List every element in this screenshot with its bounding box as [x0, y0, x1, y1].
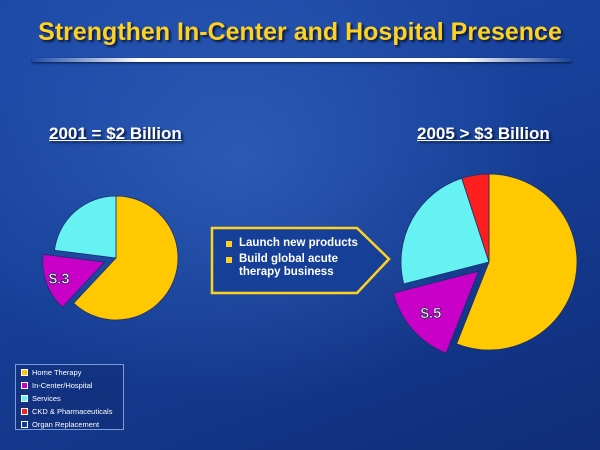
- legend-item-services: Services: [16, 392, 123, 404]
- pie-chart-2005: $.5: [392, 173, 578, 354]
- legend-swatch: [21, 368, 28, 376]
- pie-chart-2001: $.3: [42, 195, 179, 321]
- legend-item-in-center-hospital: In-Center/Hospital: [16, 379, 123, 391]
- legend-label: In-Center/Hospital: [32, 380, 93, 390]
- bullet-square-icon: [226, 257, 232, 263]
- pie-slice-home-therapy: [72, 195, 179, 321]
- slice-value-label: $.3: [49, 270, 70, 287]
- chart-legend: Home Therapy In-Center/Hospital Services CK…: [15, 364, 124, 430]
- legend-item-home-therapy: Home Therapy: [16, 366, 123, 378]
- strategy-arrow-box: [210, 226, 391, 295]
- legend-swatch: [21, 407, 28, 415]
- pie-slice-services: [54, 195, 117, 259]
- pie-slice-services: [400, 177, 490, 285]
- legend-label: CKD & Pharmaceuticals: [32, 406, 113, 416]
- legend-label: Home Therapy: [32, 367, 82, 377]
- slide-title: Strengthen In-Center and Hospital Presen…: [38, 18, 562, 46]
- pie-slice-ckd-pharmaceuticals: [461, 173, 490, 263]
- legend-swatch: [21, 394, 28, 402]
- bullet-square-icon: [226, 241, 232, 247]
- bullet-build-acute-therapy: Build global acute therapy business: [226, 253, 366, 279]
- pie-slice-in-center-hospital: [42, 253, 106, 308]
- title-underline: [32, 58, 572, 62]
- legend-swatch: [21, 420, 28, 428]
- strategy-bullets: Launch new products Build global acute t…: [226, 237, 366, 282]
- pie-slice-home-therapy: [456, 173, 578, 351]
- bullet-launch-new-products: Launch new products: [226, 237, 366, 250]
- legend-item-ckd-pharmaceuticals: CKD & Pharmaceuticals: [16, 405, 123, 417]
- legend-item-organ-replacement: Organ Replacement: [16, 418, 123, 430]
- legend-label: Organ Replacement: [32, 419, 100, 429]
- chart-2001-title: 2001 = $2 Billion: [49, 124, 182, 143]
- pie-slice-in-center-hospital: [392, 270, 480, 354]
- legend-swatch: [21, 381, 28, 389]
- slice-value-label: $.5: [421, 305, 442, 322]
- bullet-text: Build global acute therapy business: [239, 253, 339, 278]
- legend-label: Services: [32, 393, 61, 403]
- chart-2005-title: 2005 > $3 Billion: [417, 124, 550, 143]
- bullet-text: Launch new products: [239, 237, 358, 249]
